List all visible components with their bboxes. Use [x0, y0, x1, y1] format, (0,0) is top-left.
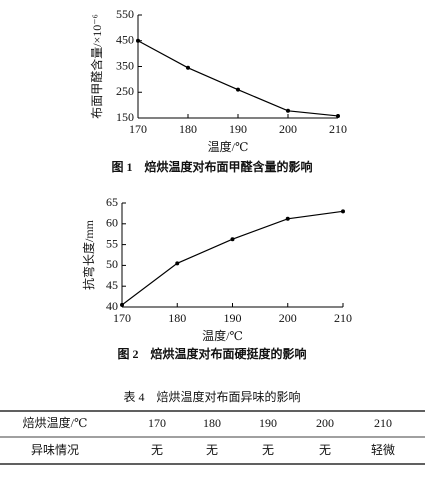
point: [136, 38, 140, 43]
table-cell: 170: [148, 416, 166, 430]
point: [285, 216, 290, 221]
x-tick-label: 190: [224, 311, 242, 325]
table-cell: 无: [151, 443, 163, 457]
y-tick-label: 450: [116, 33, 134, 47]
table-cell: 无: [206, 443, 218, 457]
point: [175, 261, 180, 266]
y-tick-label: 550: [116, 7, 134, 21]
x-tick-label: 180: [179, 122, 197, 136]
x-tick-label: 170: [129, 122, 147, 136]
y-tick-label: 65: [106, 195, 118, 209]
figure-caption: 图 2 焙烘温度对布面硬挺度的影响: [117, 346, 306, 361]
table-cell: 焙烘温度/℃: [23, 415, 88, 430]
table-title: 表 4 焙烘温度对布面异味的影响: [123, 389, 300, 404]
point: [336, 113, 340, 118]
figure-caption: 图 1 焙烘温度对布面甲醛含量的影响: [111, 159, 312, 174]
y-tick-label: 55: [106, 236, 118, 250]
x-axis-label: 温度/℃: [202, 328, 243, 343]
x-tick-label: 170: [113, 311, 131, 325]
table-cell: 180: [203, 416, 221, 430]
y-axis-label: 布面甲醛含量/×10⁻⁶: [89, 14, 104, 119]
x-tick-label: 190: [229, 122, 247, 136]
x-tick-label: 180: [168, 311, 186, 325]
table-cell: 无: [262, 443, 274, 457]
point: [286, 108, 290, 113]
y-axis-label: 抗弯长度/mm: [81, 219, 96, 290]
y-tick-label: 40: [106, 299, 118, 313]
x-tick-label: 210: [334, 311, 352, 325]
x-axis-label: 温度/℃: [208, 139, 249, 154]
table-cell: 190: [259, 416, 277, 430]
y-tick-label: 45: [106, 278, 118, 292]
point: [341, 209, 345, 214]
x-tick-label: 200: [279, 311, 297, 325]
y-tick-label: 250: [116, 84, 134, 98]
y-tick-label: 350: [116, 58, 134, 72]
x-tick-label: 200: [279, 122, 297, 136]
table-cell: 210: [374, 416, 392, 430]
point: [236, 87, 240, 92]
y-tick-label: 60: [106, 216, 118, 230]
y-tick-label: 50: [106, 257, 118, 271]
table-cell: 200: [316, 416, 334, 430]
x-tick-label: 210: [329, 122, 347, 136]
y-tick-label: 150: [116, 110, 134, 124]
table-cell: 无: [319, 443, 331, 457]
line: [137, 40, 339, 117]
point: [120, 302, 124, 307]
point: [186, 65, 190, 70]
point: [230, 237, 235, 242]
table-cell: 异味情况: [31, 443, 79, 457]
table-cell: 轻微: [371, 443, 395, 457]
line: [121, 210, 344, 306]
